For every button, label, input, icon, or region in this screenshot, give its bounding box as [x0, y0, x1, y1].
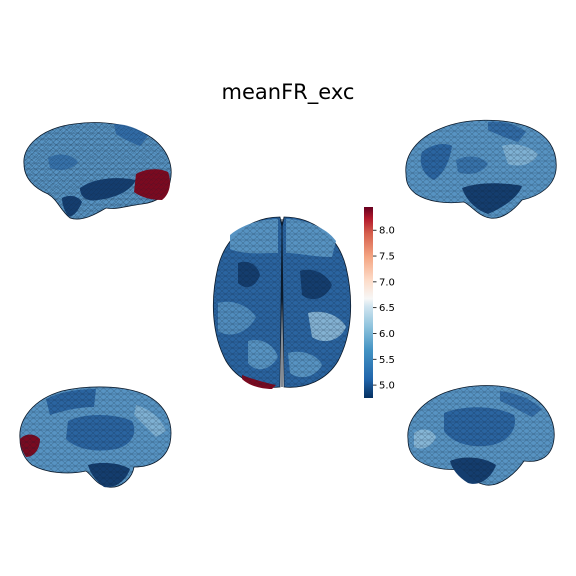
left-lateral-view: [23, 122, 172, 220]
colorbar-ticks: 5.0 5.5 6.0 6.5 7.0 7.5 8.0: [373, 226, 395, 392]
colorbar-tick-label: 7.0: [379, 277, 395, 288]
brain-surface: [19, 386, 172, 488]
left-medial-view: [19, 386, 172, 488]
colorbar-tick-label: 6.0: [379, 329, 395, 340]
brain-surface: [405, 119, 557, 219]
right-lateral-view: [405, 119, 557, 219]
colorbar-gradient: [364, 207, 373, 398]
colorbar-tick-label: 8.0: [379, 226, 395, 237]
colorbar-tick-label: 7.5: [379, 252, 395, 263]
dorsal-view: [212, 216, 352, 389]
colorbar-tick-label: 5.5: [379, 355, 395, 366]
right-medial-view: [407, 385, 555, 486]
figure-title: meanFR_exc: [221, 80, 355, 104]
colorbar-tick-label: 6.5: [379, 303, 395, 314]
brain-surface: [23, 122, 172, 220]
brain-surface: [407, 385, 555, 486]
colorbar-tick-label: 5.0: [379, 381, 395, 392]
colorbar: 5.0 5.5 6.0 6.5 7.0 7.5 8.0: [364, 207, 395, 398]
brain-surface: [212, 216, 352, 389]
